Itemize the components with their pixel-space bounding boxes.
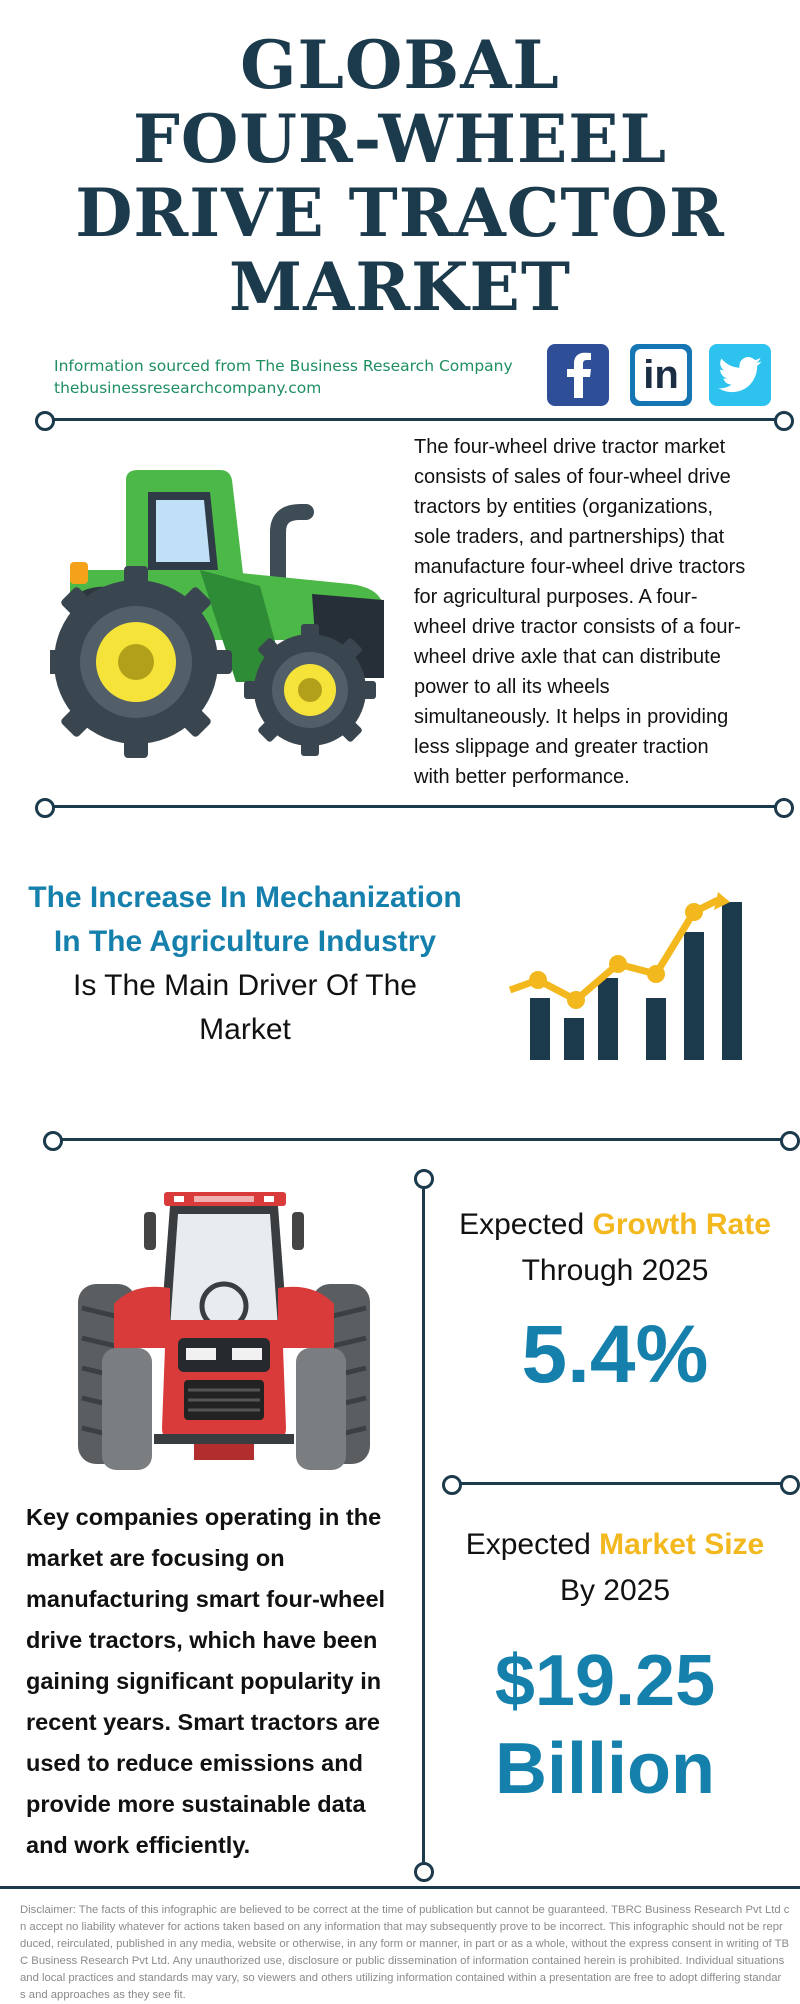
divider-dot (780, 1475, 800, 1495)
intro-line: manufacture four-wheel drive tractors (414, 556, 746, 578)
facebook-glyph (567, 352, 591, 398)
facebook-icon[interactable] (547, 344, 609, 406)
disclaimer: Disclaimer: The facts of this infographi… (20, 1902, 800, 2004)
source-line: Information sourced from The Business Re… (54, 357, 513, 375)
intro-line: power to all its wheels (414, 676, 610, 698)
growth-rate-label: Expected Growth Rate (430, 1202, 800, 1248)
intro-line: wheel drive tractor consists of a four- (414, 616, 741, 638)
vertical-divider (422, 1178, 425, 1870)
market-driver: The Increase In Mechanization In The Agr… (20, 876, 470, 1052)
growth-label-highlight: Growth Rate (592, 1208, 771, 1241)
intro-line: for agricultural purposes. A four- (414, 586, 698, 608)
divider-dot (43, 1131, 63, 1151)
divider-dot (414, 1169, 434, 1189)
page-title: GLOBAL FOUR-WHEEL DRIVE TRACTOR MARKET (0, 28, 800, 324)
title-line: FOUR-WHEEL (132, 100, 668, 178)
divider-line (458, 1482, 794, 1485)
divider-line (44, 418, 784, 421)
red-tractor-illustration (74, 1188, 374, 1478)
driver-highlight: In The Agriculture Industry (53, 925, 437, 958)
divider-dot (780, 1131, 800, 1151)
disclaimer-line: s and approaches as they see fit. (20, 1989, 186, 2001)
companies-line: market are focusing on (26, 1545, 285, 1571)
green-tractor-icon (40, 470, 384, 758)
intro-line: consists of sales of four-wheel drive (414, 466, 731, 488)
intro-line: less slippage and greater traction (414, 736, 709, 758)
market-size-value: $19.25 (494, 1641, 716, 1721)
companies-line: recent years. Smart tractors are (26, 1709, 381, 1735)
title-line: DRIVE TRACTOR (75, 174, 725, 252)
companies-line: used to reduce emissions and (26, 1750, 363, 1776)
source-info: Information sourced from The Business Re… (54, 355, 513, 399)
intro-line: The four-wheel drive tractor market (414, 436, 726, 458)
driver-highlight: The Increase In Mechanization (28, 881, 462, 914)
divider-dot (442, 1475, 462, 1495)
market-label-prefix: Expected (465, 1528, 591, 1561)
growth-chart-icon (508, 892, 742, 1060)
companies-line: and work efficiently. (26, 1832, 251, 1858)
linkedin-icon[interactable]: in (630, 344, 692, 406)
title-line: GLOBAL (240, 26, 560, 104)
growth-label-prefix: Expected (459, 1208, 585, 1241)
companies-line: provide more sustainable data (26, 1791, 366, 1817)
footer-divider (0, 1886, 800, 1889)
divider-line (44, 805, 784, 808)
green-tractor-illustration (40, 462, 390, 762)
divider-dot (35, 798, 55, 818)
twitter-icon[interactable] (709, 344, 771, 406)
divider-dot (774, 798, 794, 818)
title-line: MARKET (229, 248, 571, 326)
divider-line (52, 1138, 792, 1141)
divider-dot (414, 1862, 434, 1882)
divider-dot (774, 411, 794, 431)
key-companies-text: Key companies operating in the market ar… (26, 1497, 411, 1866)
disclaimer-line: duced, reirculated, published in any med… (20, 1938, 790, 1950)
intro-paragraph: The four-wheel drive tractor market cons… (414, 432, 784, 792)
driver-text: Market (199, 1013, 291, 1046)
growth-rate-block: Expected Growth Rate Through 2025 5.4% (430, 1202, 800, 1410)
disclaimer-line: C Business Research Pvt Ltd. Any unautho… (20, 1955, 785, 1967)
companies-line: drive tractors, which have been (26, 1627, 378, 1653)
intro-line: tractors by entities (organizations, (414, 496, 714, 518)
intro-line: sole traders, and partnerships) that (414, 526, 725, 548)
intro-line: wheel drive axle that can distribute (414, 646, 721, 668)
driver-text: Is The Main Driver Of The (72, 969, 417, 1002)
growth-chart-illustration (508, 890, 758, 1070)
companies-line: Key companies operating in the (26, 1504, 382, 1530)
source-url[interactable]: thebusinessresearchcompany.com (54, 379, 322, 397)
growth-label-suffix: Through 2025 (521, 1254, 709, 1287)
linkedin-glyph: in (635, 349, 687, 401)
disclaimer-line: and local practices and standards may va… (20, 1972, 782, 1984)
companies-line: manufacturing smart four-wheel (26, 1586, 386, 1612)
growth-rate-value: 5.4% (521, 1309, 709, 1400)
disclaimer-line: n accept no liability whatever for actio… (20, 1921, 783, 1933)
intro-line: simultaneously. It helps in providing (414, 706, 729, 728)
market-label-suffix: By 2025 (559, 1574, 671, 1607)
twitter-glyph (718, 357, 762, 393)
divider-dot (35, 411, 55, 431)
intro-line: with better performance. (414, 766, 630, 788)
market-size-block: Expected Market Size By 2025 $19.25 Bill… (430, 1522, 800, 1812)
market-label-highlight: Market Size (599, 1528, 765, 1561)
red-tractor-icon (78, 1192, 370, 1470)
companies-line: gaining significant popularity in (26, 1668, 382, 1694)
market-size-label: Expected Market Size (430, 1522, 800, 1568)
disclaimer-line: Disclaimer: The facts of this infographi… (20, 1904, 790, 1916)
market-size-unit: Billion (495, 1729, 715, 1809)
